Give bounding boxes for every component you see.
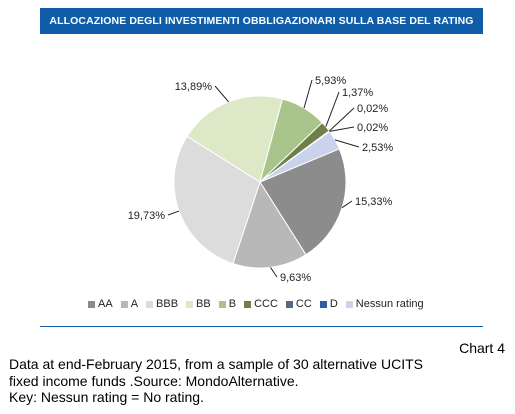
data-label: 15,33% — [355, 196, 393, 208]
data-label: 1,37% — [342, 87, 373, 99]
legend-item: Nessun rating — [345, 298, 424, 310]
pie-slice-bb — [186, 95, 284, 183]
leader-line — [328, 107, 355, 132]
pie-chart: 15,33% 9,63% 19,73% 13,89% 5,93%1,37% 0,02% 0,… — [128, 75, 394, 284]
data-label: 0,02% — [357, 103, 388, 115]
leader-line — [270, 267, 278, 278]
data-label: 0,02% — [357, 122, 388, 134]
legend-item: BB — [186, 298, 211, 310]
caption-line: Key: Nessun rating = No rating. — [9, 389, 204, 405]
legend-swatch — [345, 300, 353, 308]
leader-line — [329, 126, 355, 132]
chart-legend: AA A BBB BB B CCC CC D Nessun rating — [88, 297, 468, 311]
pie-slice-a — [232, 180, 307, 269]
legend-swatch — [319, 300, 327, 308]
leader-line — [167, 210, 180, 216]
legend-label: D — [329, 298, 338, 310]
legend-label: A — [130, 298, 139, 310]
legend-swatch — [218, 300, 226, 308]
legend-swatch — [146, 300, 154, 308]
legend-label: B — [228, 298, 237, 310]
legend-label: AA — [98, 298, 113, 310]
legend-swatch — [120, 300, 128, 308]
leader-line — [303, 79, 313, 109]
leader-line — [341, 200, 353, 209]
legend-label: BBB — [156, 298, 179, 310]
chart-title: ALLOCAZIONE DEGLI INVESTIMENTI OBBLIGAZI… — [40, 8, 483, 34]
data-label: 19,73% — [128, 210, 166, 222]
legend-swatch — [88, 300, 95, 308]
divider-line — [40, 326, 483, 327]
legend-label: Nessun rating — [355, 298, 424, 310]
legend-item: D — [319, 298, 338, 310]
legend-label: CCC — [254, 298, 278, 310]
data-label: 5,93% — [315, 75, 346, 87]
chart-caption: Data at end-February 2015, from a sample… — [9, 356, 509, 406]
legend-swatch — [186, 300, 194, 308]
legend-swatch — [285, 300, 293, 308]
data-label: 13,89% — [175, 81, 213, 93]
data-label: 2,53% — [362, 142, 393, 154]
legend-item: CC — [285, 298, 312, 310]
legend-item: CCC — [244, 298, 278, 310]
legend-label: CC — [295, 298, 312, 310]
legend-label: BB — [196, 298, 211, 310]
caption-line: fixed income funds .Source: MondoAlterna… — [9, 372, 299, 389]
leader-line — [325, 91, 340, 127]
legend-item: B — [218, 298, 237, 310]
pie-slice-bbb — [173, 135, 261, 265]
leader-line — [214, 85, 230, 103]
legend-swatch — [244, 300, 252, 308]
pie-slice-aa — [259, 147, 347, 256]
data-label: 9,63% — [280, 272, 311, 284]
caption-line: Data at end-February 2015, from a sample… — [9, 356, 423, 372]
legend-item: BBB — [146, 298, 178, 310]
leader-line — [334, 139, 360, 148]
chart-number: Chart 4 — [459, 340, 505, 356]
legend-item: A — [120, 298, 139, 310]
legend-item: AA — [88, 298, 113, 310]
